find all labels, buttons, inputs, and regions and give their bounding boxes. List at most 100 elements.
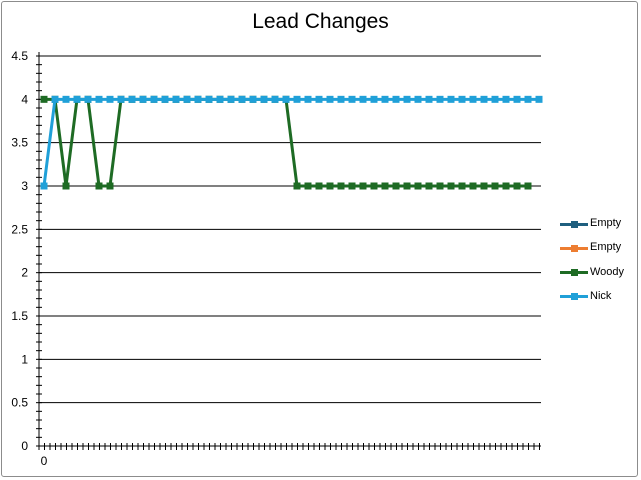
legend-item: Woody [560, 265, 636, 279]
y-tick-label: 1 [21, 352, 28, 366]
data-point-woody [348, 182, 356, 190]
legend-item: Empty [560, 241, 636, 254]
data-point-woody [414, 182, 422, 190]
data-point-nick [425, 95, 433, 103]
legend-swatch [560, 242, 588, 254]
data-point-nick [216, 95, 224, 103]
data-point-nick [502, 95, 510, 103]
data-point-woody [370, 182, 378, 190]
data-point-woody [359, 182, 367, 190]
legend-marker [570, 269, 578, 277]
legend-item: Empty [560, 217, 636, 230]
data-point-woody [62, 182, 70, 190]
data-point-woody [381, 182, 389, 190]
data-point-woody [293, 182, 301, 190]
data-point-nick [359, 95, 367, 103]
data-point-nick [260, 95, 268, 103]
data-point-nick [282, 95, 290, 103]
data-point-nick [84, 95, 92, 103]
data-point-nick [238, 95, 246, 103]
data-point-woody [469, 182, 477, 190]
data-point-nick [139, 95, 147, 103]
y-tick-label: 2.5 [11, 222, 28, 236]
data-point-nick [172, 95, 180, 103]
data-point-woody [95, 182, 103, 190]
legend-swatch [560, 291, 588, 303]
data-point-nick [73, 95, 81, 103]
chart-title: Lead Changes [252, 10, 389, 33]
data-point-nick [95, 95, 103, 103]
data-point-woody [502, 182, 510, 190]
data-point-nick [414, 95, 422, 103]
legend-swatch [560, 267, 588, 279]
data-point-woody [106, 182, 114, 190]
y-tick-label: 4.5 [11, 49, 28, 63]
data-point-woody [524, 182, 532, 190]
data-point-nick [480, 95, 488, 103]
legend-label: Nick [590, 289, 612, 302]
data-point-nick [337, 95, 345, 103]
data-point-nick [293, 95, 301, 103]
legend-label: Empty [590, 241, 622, 254]
y-tick-label: 4 [21, 92, 28, 106]
data-point-woody [315, 182, 323, 190]
data-point-nick [524, 95, 532, 103]
y-tick-label: 0.5 [11, 396, 28, 410]
data-point-nick [51, 95, 59, 103]
data-point-nick [381, 95, 389, 103]
data-point-nick [117, 95, 125, 103]
data-point-nick [491, 95, 499, 103]
legend-marker [570, 244, 578, 252]
y-tick-label: 3 [21, 179, 28, 193]
data-point-nick [150, 95, 158, 103]
data-point-nick [370, 95, 378, 103]
y-tick-label: 0 [21, 439, 28, 453]
data-point-nick [315, 95, 323, 103]
data-point-woody [458, 182, 466, 190]
y-tick-label: 2 [21, 266, 28, 280]
data-point-woody [40, 95, 48, 103]
data-point-woody [480, 182, 488, 190]
data-point-nick [194, 95, 202, 103]
legend-label: Empty [590, 217, 622, 229]
data-point-nick [227, 95, 235, 103]
data-point-nick [403, 95, 411, 103]
data-point-nick [326, 95, 334, 103]
data-point-nick [458, 95, 466, 103]
data-point-nick [348, 95, 356, 103]
x-tick-label: 0 [41, 454, 48, 468]
legend-marker [570, 293, 578, 301]
series-line-nick [42, 97, 539, 187]
data-point-nick [62, 95, 70, 103]
legend-item: Nick [560, 289, 636, 303]
data-point-woody [304, 182, 312, 190]
data-point-nick [40, 182, 48, 190]
data-point-woody [436, 182, 444, 190]
data-point-woody [337, 182, 345, 190]
y-tick-label: 3.5 [11, 136, 28, 150]
data-point-nick [249, 95, 257, 103]
data-point-nick [304, 95, 312, 103]
data-point-nick [436, 95, 444, 103]
data-point-nick [392, 95, 400, 103]
chart-legend: Empty Empty Woody Nick [560, 217, 636, 315]
data-point-woody [326, 182, 334, 190]
data-point-woody [513, 182, 521, 190]
data-point-nick [161, 95, 169, 103]
data-point-nick [513, 95, 521, 103]
data-point-nick [106, 95, 114, 103]
data-point-woody [425, 182, 433, 190]
data-point-nick [271, 95, 279, 103]
data-point-nick [447, 95, 455, 103]
data-point-woody [447, 182, 455, 190]
data-point-woody [392, 182, 400, 190]
data-point-nick [205, 95, 213, 103]
legend-label: Woody [590, 265, 625, 278]
data-point-nick [183, 95, 191, 103]
legend-marker [570, 220, 578, 228]
data-point-nick [535, 95, 543, 103]
data-point-woody [403, 182, 411, 190]
legend-swatch [560, 218, 588, 230]
